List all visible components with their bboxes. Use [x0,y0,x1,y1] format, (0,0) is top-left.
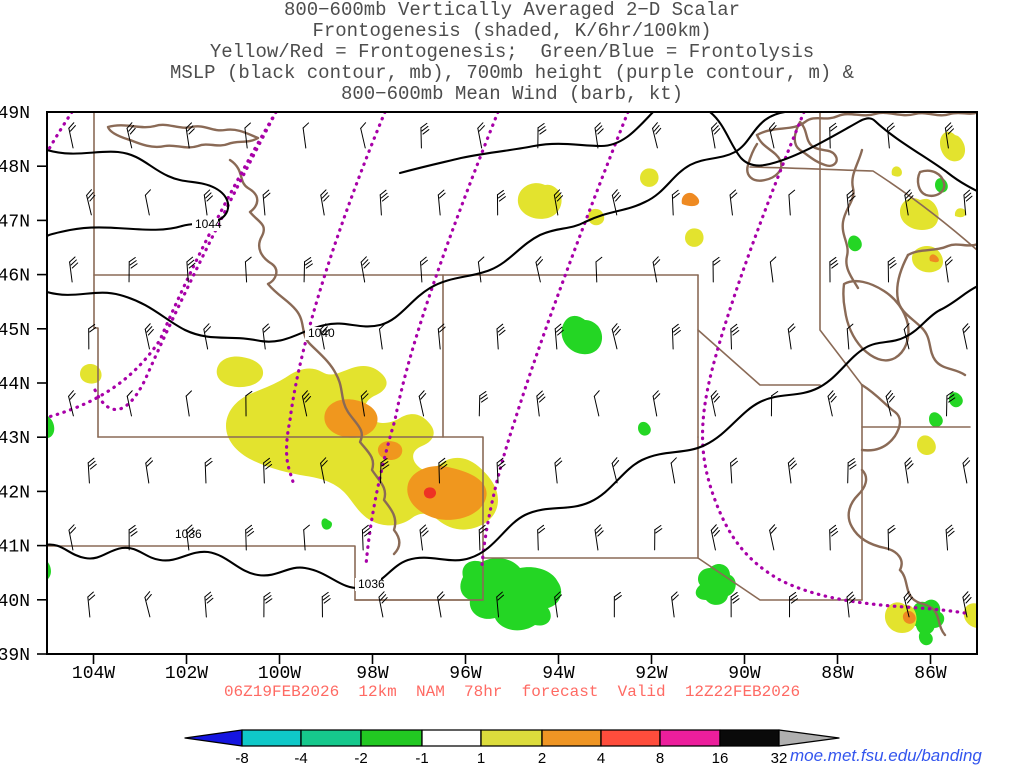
svg-text:100W: 100W [258,664,301,684]
svg-text:44N: 44N [0,375,30,395]
svg-text:102W: 102W [165,664,208,684]
svg-text:42N: 42N [0,483,30,503]
svg-text:45N: 45N [0,321,30,341]
svg-text:88W: 88W [821,664,854,684]
svg-text:46N: 46N [0,267,30,287]
svg-text:94W: 94W [542,664,575,684]
svg-text:1036: 1036 [175,527,202,541]
svg-text:1044: 1044 [195,217,222,231]
svg-text:86W: 86W [914,664,947,684]
svg-text:40N: 40N [0,592,30,612]
svg-text:96W: 96W [449,664,482,684]
svg-text:47N: 47N [0,212,30,232]
svg-text:39N: 39N [0,646,30,666]
svg-text:41N: 41N [0,538,30,558]
svg-text:1036: 1036 [358,577,385,591]
svg-text:92W: 92W [635,664,668,684]
svg-text:98W: 98W [356,664,389,684]
svg-text:49N: 49N [0,104,30,124]
svg-text:104W: 104W [72,664,115,684]
svg-text:43N: 43N [0,429,30,449]
svg-text:48N: 48N [0,158,30,178]
svg-text:90W: 90W [728,664,761,684]
